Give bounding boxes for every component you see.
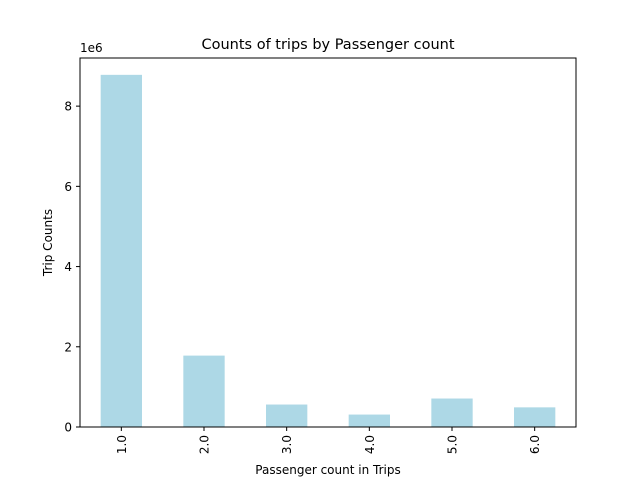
x-axis: 1.0 2.0 3.0 4.0 5.0 6.0 [115,427,542,454]
y-axis: 0 2 4 6 8 [64,100,80,435]
bar-2.0 [183,355,225,427]
y-tick-label: 2 [64,340,72,354]
chart-title: Counts of trips by Passenger count [201,37,454,53]
axes-frame [79,57,577,428]
y-axis-label: Trip Counts [41,209,55,277]
x-tick-label-4.0: 4.0 [363,435,377,454]
y-tick-label: 6 [64,180,72,194]
bar-3.0 [266,404,308,427]
y-offset-label: 1e6 [80,41,103,55]
plot-area [100,74,556,428]
y-tick-label: 8 [64,100,72,114]
x-tick-label-3.0: 3.0 [280,435,294,454]
y-tick-label: 0 [64,421,72,435]
x-axis-label: Passenger count in Trips [255,463,400,477]
x-tick-label-5.0: 5.0 [446,435,460,454]
bar-5.0 [431,398,473,427]
bar-6.0 [514,407,556,427]
bar-1.0 [100,74,142,428]
x-tick-label-1.0: 1.0 [115,435,129,454]
x-tick-label-6.0: 6.0 [528,435,542,454]
bar-4.0 [348,414,390,427]
y-tick-label: 4 [64,260,72,274]
x-tick-label-2.0: 2.0 [198,435,212,454]
